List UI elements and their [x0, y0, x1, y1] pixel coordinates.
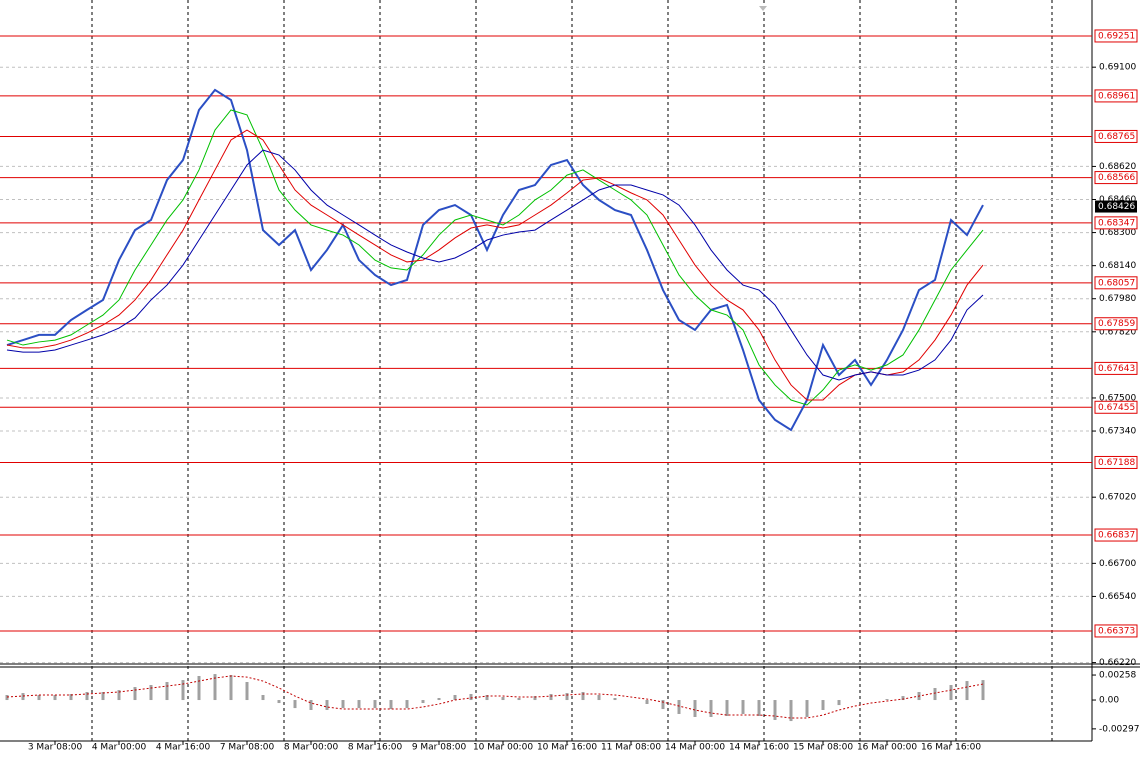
level-label: 0.68765 [1098, 132, 1135, 142]
x-tick-label: 10 Mar 16:00 [537, 743, 597, 753]
level-label-box [1094, 361, 1138, 375]
level-label: 0.67643 [1098, 364, 1135, 374]
level-label-box [1094, 455, 1138, 469]
shift-marker [759, 6, 767, 11]
level-label: 0.68057 [1098, 278, 1135, 288]
level-label: 0.68961 [1098, 91, 1135, 101]
x-tick-label: 10 Mar 00:00 [473, 743, 533, 753]
level-label-box [1094, 624, 1138, 638]
x-tick-label: 3 Mar 08:00 [28, 743, 83, 753]
x-tick-label: 16 Mar 16:00 [921, 743, 981, 753]
level-label-box [1094, 89, 1138, 103]
level-label-box [1094, 400, 1138, 414]
level-label: 0.67455 [1098, 403, 1135, 413]
last-price-box [1095, 200, 1137, 213]
level-label: 0.68347 [1098, 218, 1135, 228]
x-tick-label: 16 Mar 00:00 [857, 743, 917, 753]
x-tick-label: 8 Mar 00:00 [284, 743, 339, 753]
level-label-box [1094, 528, 1138, 542]
osc-signal [6, 675, 984, 719]
x-tick-label: 11 Mar 08:00 [601, 743, 661, 753]
x-tick-label: 15 Mar 08:00 [793, 743, 853, 753]
osc-tick-label: 0.00258 [1099, 671, 1136, 681]
x-tick-label: 4 Mar 16:00 [156, 743, 211, 753]
x-tick-label: 7 Mar 08:00 [220, 743, 275, 753]
level-label-box [1094, 216, 1138, 230]
y-tick-label: 0.68460 [1099, 195, 1136, 205]
x-tick-label: 14 Mar 16:00 [729, 743, 789, 753]
y-tick-label: 0.67020 [1099, 493, 1136, 503]
x-tick-label: 8 Mar 16:00 [348, 743, 403, 753]
x-tick-label: 9 Mar 08:00 [412, 743, 467, 753]
level-label: 0.66373 [1098, 626, 1135, 636]
level-label-box [1094, 129, 1138, 143]
y-tick-label: 0.68620 [1099, 162, 1136, 172]
osc-tick-label: 0.00 [1099, 696, 1119, 706]
x-tick-label: 4 Mar 00:00 [92, 743, 147, 753]
price-line [6, 88, 984, 432]
moving-average [6, 129, 984, 401]
osc-tick-label: -0.002977 [1099, 724, 1140, 734]
level-label-box [1094, 171, 1138, 185]
y-tick-label: 0.66540 [1099, 592, 1136, 602]
level-label-box [1094, 276, 1138, 290]
y-tick-label: 0.67980 [1099, 294, 1136, 304]
y-tick-label: 0.66220 [1099, 658, 1136, 668]
level-label: 0.69251 [1098, 31, 1135, 41]
y-tick-label: 0.68300 [1099, 228, 1136, 238]
y-tick-label: 0.68140 [1099, 261, 1136, 271]
moving-average [6, 109, 984, 406]
level-label: 0.68566 [1098, 173, 1135, 183]
y-tick-label: 0.69100 [1099, 63, 1136, 73]
level-label: 0.67188 [1098, 458, 1135, 468]
last-price-label: 0.68426 [1098, 202, 1135, 212]
level-label: 0.66837 [1098, 531, 1135, 541]
y-tick-label: 0.67820 [1099, 327, 1136, 337]
level-label-box [1094, 317, 1138, 331]
level-label-box [1094, 29, 1138, 43]
moving-average [6, 149, 984, 381]
x-tick-label: 14 Mar 00:00 [665, 743, 725, 753]
y-tick-label: 0.67500 [1099, 393, 1136, 403]
y-tick-label: 0.66700 [1099, 559, 1136, 569]
level-label: 0.67859 [1098, 319, 1135, 329]
y-tick-label: 0.67340 [1099, 427, 1136, 437]
